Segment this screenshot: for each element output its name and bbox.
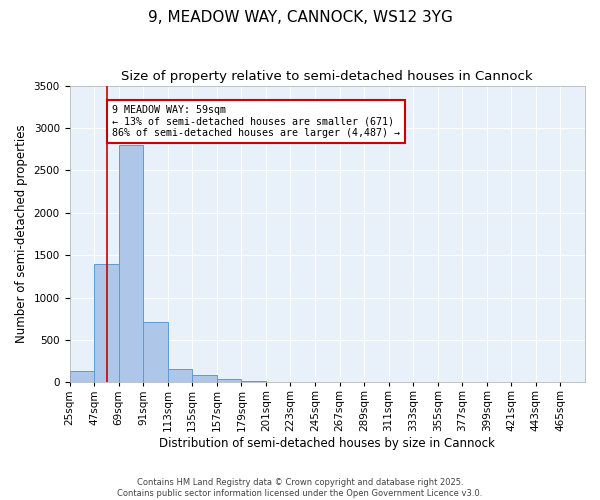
Bar xyxy=(143,322,168,382)
Title: Size of property relative to semi-detached houses in Cannock: Size of property relative to semi-detach… xyxy=(121,70,533,83)
Bar xyxy=(119,145,143,382)
Text: 9 MEADOW WAY: 59sqm
← 13% of semi-detached houses are smaller (671)
86% of semi-: 9 MEADOW WAY: 59sqm ← 13% of semi-detach… xyxy=(112,105,400,138)
Bar xyxy=(94,264,119,382)
Y-axis label: Number of semi-detached properties: Number of semi-detached properties xyxy=(15,124,28,344)
Bar xyxy=(217,379,241,382)
Bar xyxy=(241,380,266,382)
X-axis label: Distribution of semi-detached houses by size in Cannock: Distribution of semi-detached houses by … xyxy=(160,437,495,450)
Text: Contains HM Land Registry data © Crown copyright and database right 2025.
Contai: Contains HM Land Registry data © Crown c… xyxy=(118,478,482,498)
Text: 9, MEADOW WAY, CANNOCK, WS12 3YG: 9, MEADOW WAY, CANNOCK, WS12 3YG xyxy=(148,10,452,25)
Bar xyxy=(192,374,217,382)
Bar xyxy=(70,372,94,382)
Bar xyxy=(168,369,192,382)
